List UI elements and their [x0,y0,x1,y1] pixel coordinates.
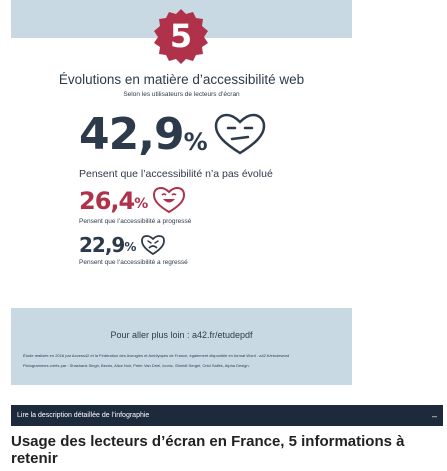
infographic-subtitle: Selon les utilisateurs de lecteurs d’écr… [123,91,240,98]
stat-unit: % [134,196,149,212]
neutral-face-icon [214,113,265,155]
number-badge: 5 [151,6,211,66]
article-heading: Usage des lecteurs d’écran en France, 5 … [11,433,405,467]
further-reading-text: Pour aller plus loin : a42.fr/etudepdf [110,330,253,340]
icon-credit: Pictogrammes créés par : Shashank Singh,… [23,363,250,368]
stat-no-change: 42,9 % [79,110,266,160]
stat-regressed: 22,9 % [79,232,166,258]
stat-value: 42,9 [79,109,185,160]
stat-unit: % [124,240,137,254]
infographic-image: 5 Évolutions en matière d’accessibilité … [11,0,352,385]
collapse-icon: – [431,410,437,421]
detailed-description-toggle[interactable]: Lire la description détaillée de l’infog… [11,405,443,426]
stat-caption: Pensent que l’accessibilité a progressé [79,218,192,225]
infographic-title: Évolutions en matière d’accessibilité we… [58,72,305,87]
stat-caption: Pensent que l’accessibilité n’a pas évol… [79,168,273,180]
stat-value: 22,9 [79,233,125,257]
bottom-band [11,308,352,385]
stat-caption: Pensent que l’accessibilité a regressé [79,259,188,266]
stat-value: 26,4 [79,187,135,215]
study-credit: Étude réalisée en 2016 par Access42 et l… [23,353,290,358]
stat-unit: % [183,128,208,156]
badge-number: 5 [169,17,193,55]
sad-face-icon [141,235,166,256]
stat-progressed: 26,4 % [79,186,186,216]
description-toggle-label: Lire la description détaillée de l’infog… [17,412,150,419]
happy-face-icon [153,186,186,214]
